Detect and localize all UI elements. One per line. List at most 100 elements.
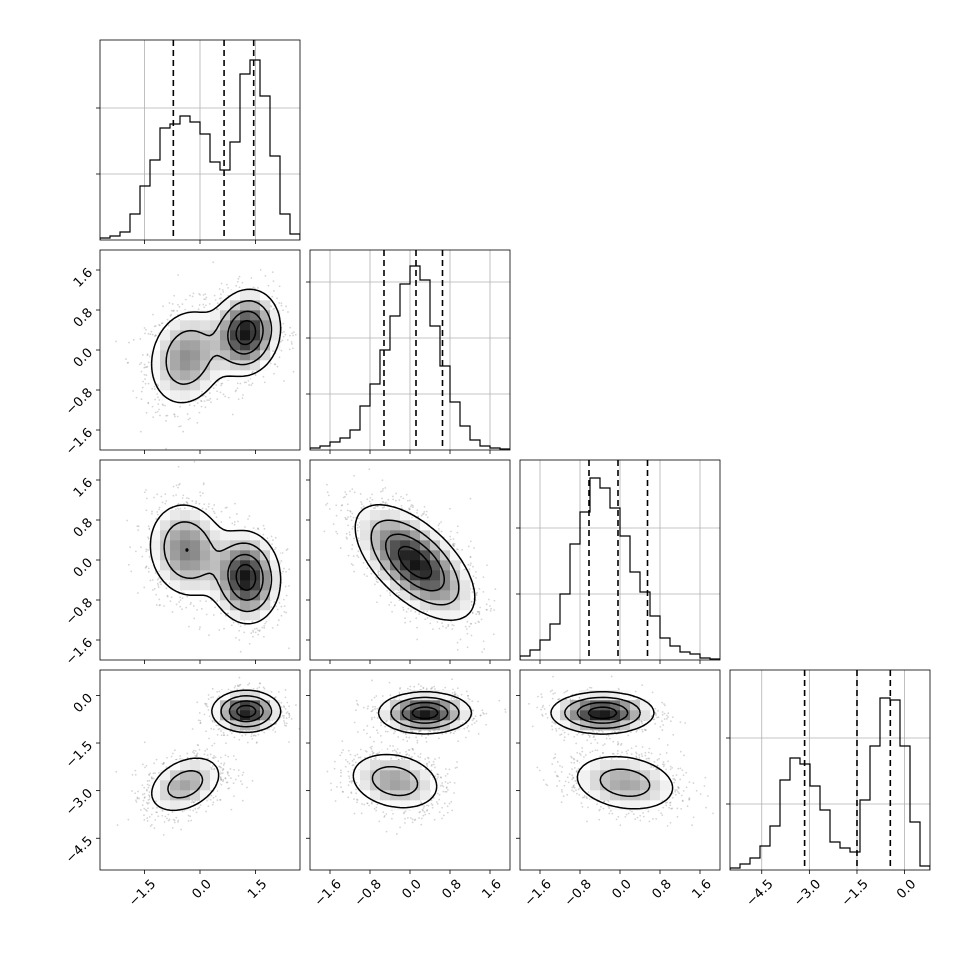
scatter-point bbox=[202, 303, 205, 306]
scatter-point bbox=[203, 503, 206, 506]
scatter-point bbox=[164, 404, 166, 407]
density-cell bbox=[170, 340, 181, 351]
density-cell bbox=[200, 510, 211, 521]
scatter-point bbox=[151, 405, 154, 408]
scatter-point bbox=[252, 629, 254, 632]
scatter-point bbox=[178, 483, 180, 486]
scatter-point bbox=[156, 578, 159, 581]
scatter-point bbox=[228, 516, 231, 519]
scatter-point bbox=[143, 586, 146, 589]
density-cell bbox=[180, 550, 191, 561]
scatter-point bbox=[178, 305, 181, 308]
scatter-point bbox=[237, 277, 240, 280]
scatter-point bbox=[264, 622, 267, 625]
scatter-point bbox=[171, 303, 174, 305]
scatter-point bbox=[166, 595, 169, 598]
density-cell bbox=[210, 550, 221, 561]
density-cell bbox=[150, 350, 161, 361]
scatter-point bbox=[198, 411, 201, 414]
scatter-point bbox=[137, 529, 140, 532]
scatter-point bbox=[188, 625, 190, 628]
density-cell bbox=[250, 550, 261, 561]
density-cell bbox=[260, 320, 271, 331]
scatter-point bbox=[159, 604, 161, 606]
scatter-point bbox=[198, 502, 201, 505]
density-cell bbox=[240, 610, 251, 621]
density-cell bbox=[250, 530, 261, 541]
scatter-point bbox=[200, 607, 203, 610]
scatter-point bbox=[477, 620, 480, 623]
scatter-point bbox=[161, 501, 164, 504]
scatter-point bbox=[288, 348, 291, 351]
scatter-point bbox=[154, 334, 157, 337]
scatter-point bbox=[212, 510, 215, 513]
scatter-point bbox=[267, 284, 270, 287]
scatter-point bbox=[208, 503, 210, 505]
scatter-point bbox=[164, 493, 167, 495]
scatter-point bbox=[144, 567, 147, 569]
scatter-point bbox=[159, 414, 161, 417]
density-cell bbox=[220, 340, 231, 351]
scatter-point bbox=[278, 302, 281, 304]
density-cell bbox=[180, 360, 191, 371]
scatter-point bbox=[236, 387, 239, 390]
scatter-point bbox=[165, 500, 168, 502]
scatter-point bbox=[158, 324, 161, 327]
density-cell bbox=[260, 540, 271, 551]
contour-line bbox=[185, 547, 264, 601]
scatter-point bbox=[175, 484, 178, 487]
scatter-point bbox=[375, 580, 378, 583]
scatter-point bbox=[237, 622, 240, 625]
density-cell bbox=[170, 330, 181, 341]
scatter-point bbox=[375, 578, 378, 581]
density-cell bbox=[260, 290, 271, 301]
density-cell bbox=[220, 320, 231, 331]
scatter-point bbox=[235, 389, 238, 392]
density-cell bbox=[260, 590, 271, 601]
scatter-point bbox=[142, 380, 144, 383]
scatter-point bbox=[263, 626, 266, 629]
density-cell bbox=[250, 310, 261, 321]
scatter-point bbox=[216, 302, 219, 304]
scatter-point bbox=[151, 387, 154, 390]
scatter-point bbox=[344, 518, 347, 520]
density-cell bbox=[250, 590, 261, 601]
scatter-point bbox=[160, 322, 163, 325]
scatter-point bbox=[291, 347, 294, 350]
scatter-point bbox=[176, 415, 179, 418]
scatter-point bbox=[148, 528, 151, 531]
scatter-point bbox=[210, 401, 212, 404]
scatter-point bbox=[216, 600, 219, 602]
scatter-point bbox=[276, 365, 279, 368]
scatter-point bbox=[264, 274, 267, 277]
density-cell bbox=[200, 320, 211, 331]
scatter-point bbox=[179, 599, 182, 602]
scatter-point bbox=[169, 314, 172, 317]
density-cell bbox=[180, 570, 191, 581]
density-cell bbox=[270, 580, 281, 591]
scatter-point bbox=[201, 507, 204, 510]
scatter-point bbox=[145, 366, 148, 369]
density-cell bbox=[200, 350, 211, 361]
scatter-point bbox=[190, 601, 192, 604]
contour-line bbox=[235, 319, 257, 346]
scatter-point bbox=[197, 308, 200, 311]
scatter-point bbox=[272, 280, 275, 283]
scatter-point bbox=[247, 518, 249, 520]
scatter-point bbox=[252, 635, 254, 638]
density-cell bbox=[190, 360, 201, 371]
scatter-point bbox=[165, 587, 168, 590]
density-cell bbox=[270, 330, 281, 341]
scatter-point bbox=[181, 497, 184, 499]
scatter-point bbox=[398, 499, 401, 501]
density-cell bbox=[260, 600, 271, 611]
density-cell bbox=[260, 550, 271, 561]
scatter-point bbox=[127, 563, 130, 566]
scatter-point bbox=[238, 275, 241, 278]
scatter-point bbox=[191, 305, 194, 308]
scatter-point bbox=[207, 505, 210, 508]
scatter-point bbox=[150, 330, 153, 333]
scatter-point bbox=[154, 334, 157, 337]
scatter-point bbox=[191, 500, 194, 502]
scatter-point bbox=[265, 620, 268, 623]
